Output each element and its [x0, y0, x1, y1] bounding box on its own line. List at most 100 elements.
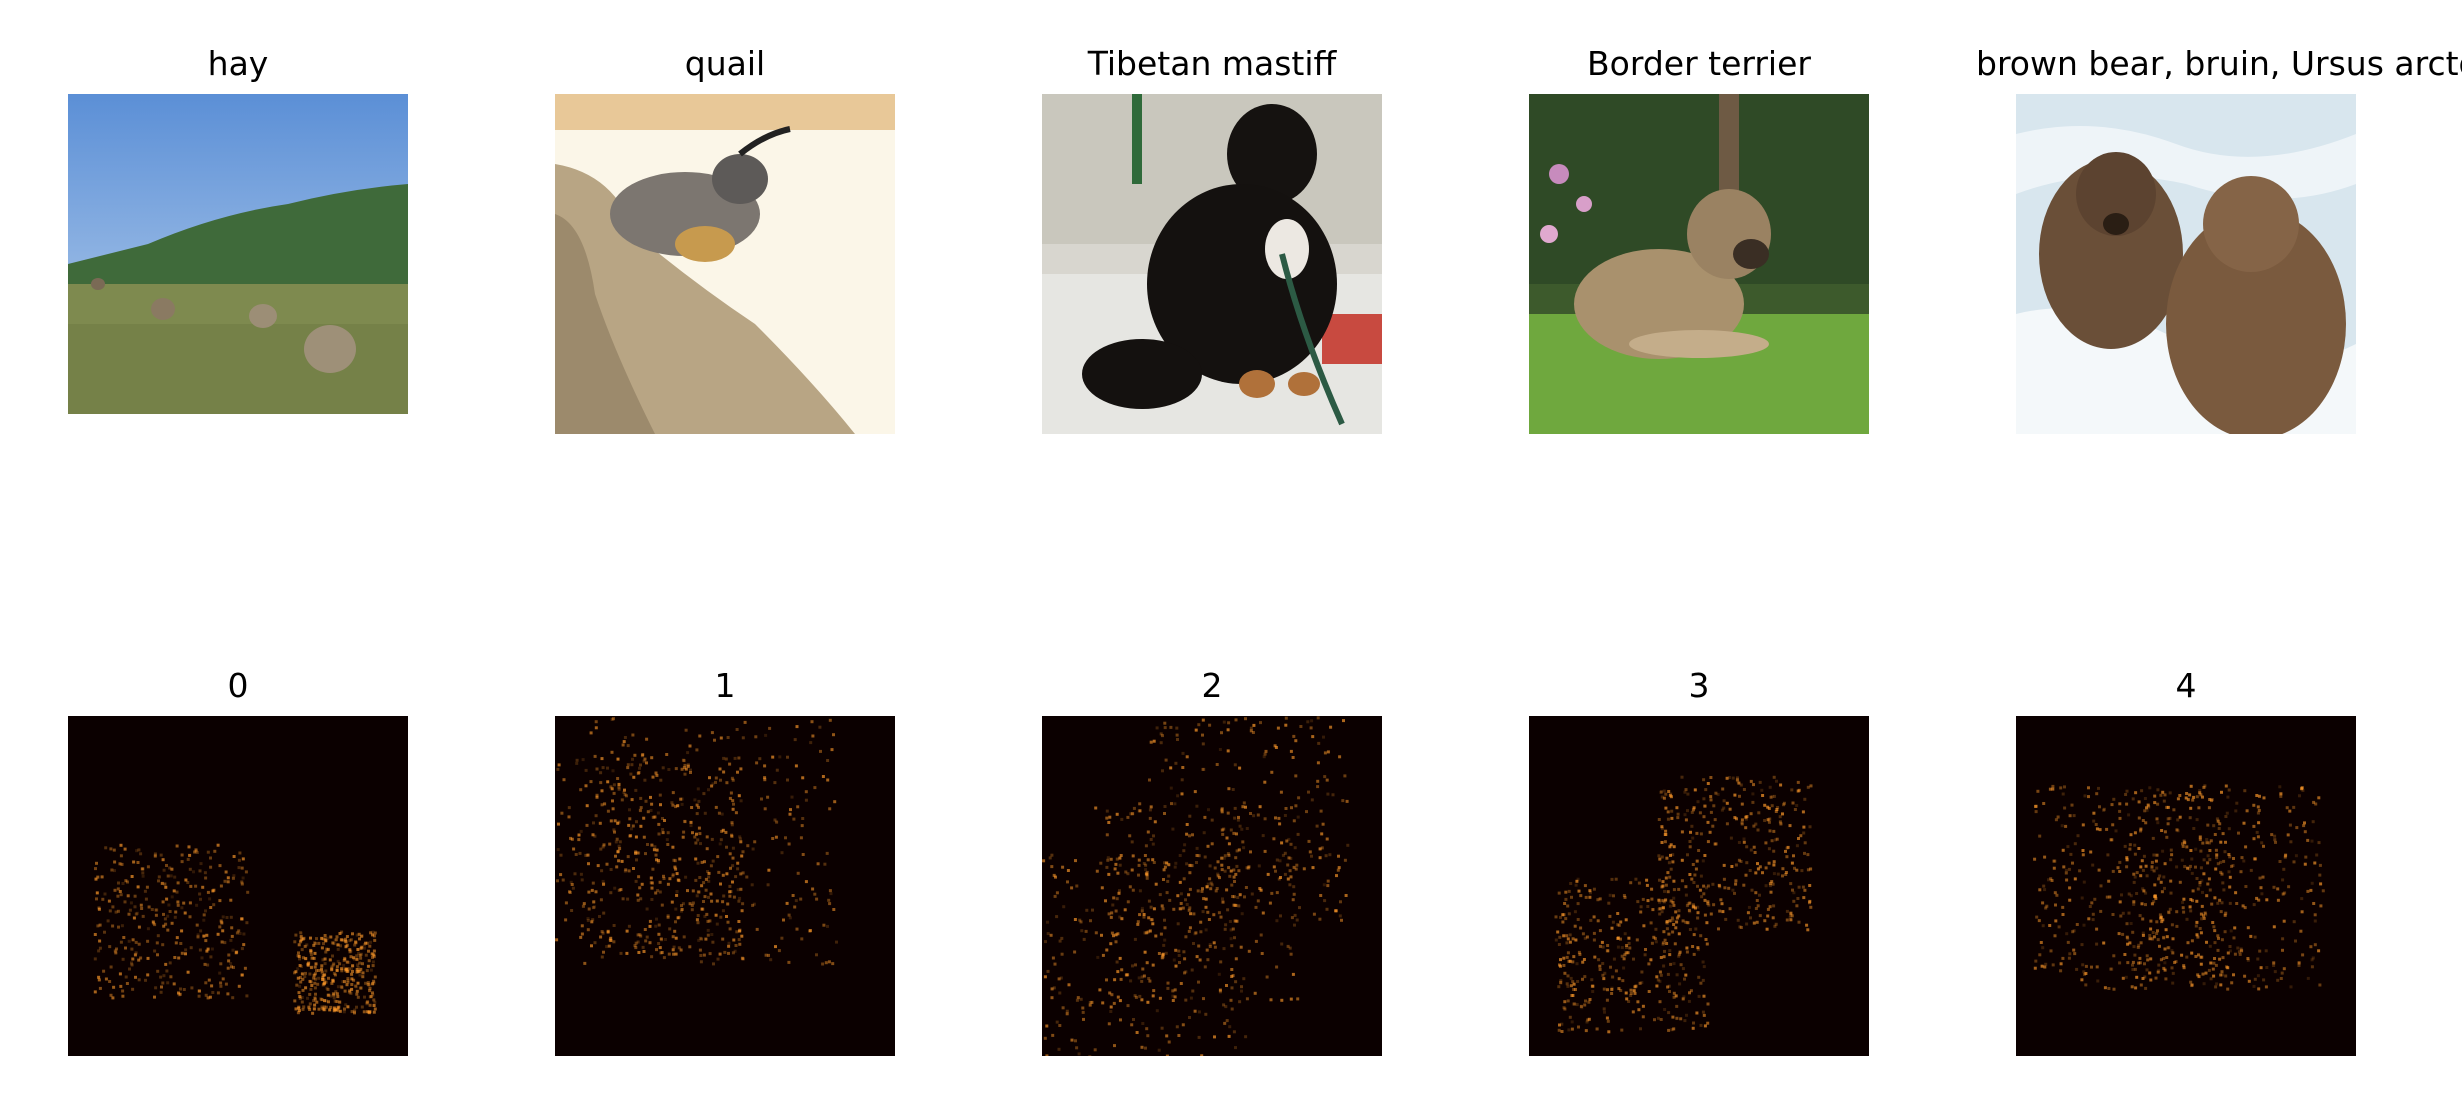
- heatmap-speckle: [664, 938, 667, 941]
- heatmap-speckle: [355, 985, 359, 989]
- heatmap-speckle: [623, 736, 627, 739]
- heatmap-speckle: [207, 978, 211, 982]
- heatmap-speckle: [671, 935, 675, 939]
- heatmap-speckle: [358, 937, 361, 941]
- heatmap-speckle: [1616, 937, 1620, 940]
- heatmap-speckle: [354, 940, 357, 944]
- heatmap-speckle: [643, 928, 647, 931]
- heatmap-speckle: [1187, 908, 1191, 912]
- heatmap-speckle: [2252, 903, 2256, 907]
- heatmap-speckle: [1658, 912, 1662, 916]
- heatmap-speckle: [1178, 961, 1181, 964]
- heatmap-speckle: [2154, 976, 2158, 980]
- heatmap-speckle: [637, 851, 641, 855]
- heatmap-speckle: [1046, 969, 1050, 973]
- heatmap-speckle: [1665, 927, 1669, 931]
- heatmap-speckle: [591, 833, 595, 837]
- heatmap-speckle: [2064, 824, 2068, 828]
- heatmap-speckle: [180, 860, 184, 864]
- heatmap-speckle: [2133, 831, 2137, 835]
- heatmap-speckle: [1778, 815, 1782, 819]
- brown-bears-in-water-photo: [2016, 94, 2356, 434]
- heatmap-speckle: [178, 992, 182, 996]
- heatmap-speckle: [694, 841, 698, 845]
- heatmap-speckle: [763, 807, 767, 811]
- heatmap-speckle: [307, 961, 311, 965]
- heatmap-speckle: [1672, 879, 1676, 883]
- heatmap-speckle: [677, 879, 681, 883]
- heatmap-speckle: [2149, 957, 2153, 961]
- heatmap-speckle: [1250, 892, 1254, 896]
- heatmap-speckle: [119, 893, 123, 897]
- heatmap-speckle: [1222, 947, 1226, 951]
- heatmap-speckle: [2039, 941, 2043, 944]
- heatmap-speckle: [737, 938, 741, 942]
- heatmap-speckle: [637, 771, 641, 774]
- heatmap-speckle: [678, 857, 682, 861]
- heatmap-speckle: [108, 909, 112, 913]
- heatmap-speckle: [2155, 920, 2159, 924]
- heatmap-speckle: [335, 968, 339, 972]
- heatmap-speckle: [1049, 933, 1053, 937]
- heatmap-speckle: [793, 905, 797, 909]
- heatmap-speckle: [2137, 800, 2141, 804]
- heatmap-speckle: [1080, 929, 1084, 933]
- heatmap-speckle: [1200, 889, 1204, 893]
- heatmap-speckle: [754, 735, 758, 739]
- heatmap-speckle: [1233, 919, 1237, 923]
- heatmap-speckle: [650, 886, 654, 890]
- heatmap-speckle: [308, 979, 312, 983]
- heatmap-speckle: [1602, 977, 1606, 981]
- heatmap-speckle: [1339, 900, 1342, 904]
- heatmap-speckle: [1222, 856, 1226, 860]
- heatmap-speckle: [324, 969, 328, 973]
- heatmap-speckle: [1082, 1017, 1085, 1021]
- heatmap-speckle: [1114, 909, 1118, 913]
- heatmap-speckle: [2110, 838, 2114, 842]
- heatmap-speckle: [2199, 793, 2203, 797]
- heatmap-speckle: [2114, 829, 2118, 833]
- heatmap-speckle: [358, 953, 362, 957]
- heatmap-speckle: [1702, 778, 1706, 782]
- heatmap-speckle: [794, 764, 798, 768]
- heatmap-speckle: [320, 946, 324, 950]
- heatmap-speckle: [686, 751, 690, 755]
- heatmap-speckle: [579, 829, 583, 833]
- heatmap-speckle: [1233, 816, 1237, 820]
- heatmap-speckle: [2154, 859, 2158, 863]
- heatmap-speckle: [2201, 841, 2205, 845]
- heatmap-speckle: [2139, 829, 2143, 833]
- heatmap-speckle: [2132, 880, 2136, 884]
- heatmap-speckle: [163, 882, 167, 886]
- heatmap-speckle: [1202, 831, 1206, 835]
- heatmap-speckle: [2176, 818, 2180, 822]
- heatmap-speckle: [1292, 865, 1296, 869]
- heatmap-speckle: [344, 945, 348, 949]
- heatmap-speckle: [184, 952, 187, 956]
- heatmap-speckle: [620, 798, 624, 802]
- heatmap-speckle: [1208, 945, 1212, 948]
- heatmap-speckle: [828, 718, 832, 722]
- heatmap-speckle: [2220, 872, 2224, 876]
- heatmap-speckle: [210, 984, 214, 988]
- heatmap-speckle: [1691, 945, 1695, 948]
- heatmap-speckle: [2252, 824, 2256, 828]
- heatmap-speckle: [2107, 987, 2111, 990]
- heatmap-speckle: [689, 768, 692, 772]
- heatmap-speckle: [243, 966, 247, 970]
- heatmap-speckle: [1748, 869, 1752, 872]
- heatmap-speckle: [1053, 962, 1057, 966]
- heatmap-speckle: [1667, 790, 1671, 793]
- heatmap-speckle: [1585, 935, 1589, 939]
- heatmap-speckle: [1160, 1026, 1164, 1030]
- heatmap-speckle: [1690, 877, 1694, 881]
- heatmap-speckle: [1769, 795, 1773, 799]
- heatmap-speckle: [1754, 891, 1758, 895]
- heatmap-speckle: [1112, 1001, 1116, 1005]
- heatmap-speckle: [1596, 1027, 1599, 1031]
- heatmap-speckle: [1284, 716, 1288, 720]
- heatmap-speckle: [330, 968, 334, 972]
- heatmap-speckle: [1806, 928, 1810, 932]
- heatmap-speckle: [1115, 857, 1119, 861]
- heatmap-speckle: [2317, 796, 2321, 800]
